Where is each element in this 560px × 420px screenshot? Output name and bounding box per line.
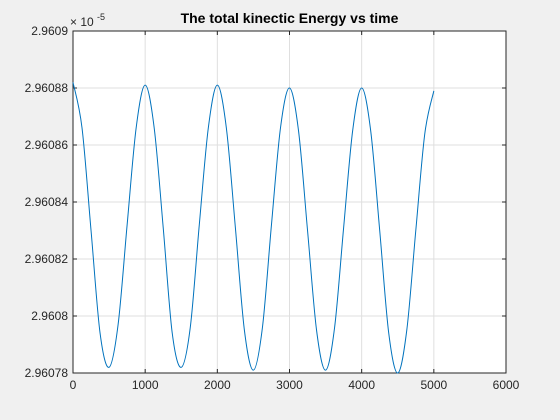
y-axis-ticks: 2.96078 2.9608 2.96082 2.96084 2.96086 2.9608… <box>25 24 506 380</box>
y-tick-label: 2.96082 <box>25 252 69 266</box>
x-tick-label: 5000 <box>420 378 447 392</box>
y-exponent-power: -5 <box>97 12 105 22</box>
chart-title: The total kinectic Energy vs time <box>181 10 399 26</box>
x-tick-label: 0 <box>70 378 77 392</box>
x-tick-label: 2000 <box>204 378 231 392</box>
x-tick-label: 3000 <box>276 378 303 392</box>
y-tick-label: 2.96088 <box>25 81 69 95</box>
y-exponent-label: × 10 -5 <box>70 12 105 29</box>
x-tick-label: 6000 <box>493 378 520 392</box>
x-tick-label: 1000 <box>132 378 159 392</box>
y-exponent-base: × 10 <box>70 15 94 29</box>
y-tick-label: 2.96078 <box>25 366 69 380</box>
y-tick-label: 2.96084 <box>25 195 69 209</box>
series-group <box>72 82 435 374</box>
x-tick-label: 4000 <box>348 378 375 392</box>
y-tick-label: 2.9608 <box>31 309 68 323</box>
series-line <box>72 82 435 374</box>
y-tick-label: 2.96086 <box>25 138 69 152</box>
y-tick-label: 2.9609 <box>31 24 68 38</box>
x-axis-ticks: 0 1000 2000 3000 4000 5000 6000 <box>70 31 520 392</box>
